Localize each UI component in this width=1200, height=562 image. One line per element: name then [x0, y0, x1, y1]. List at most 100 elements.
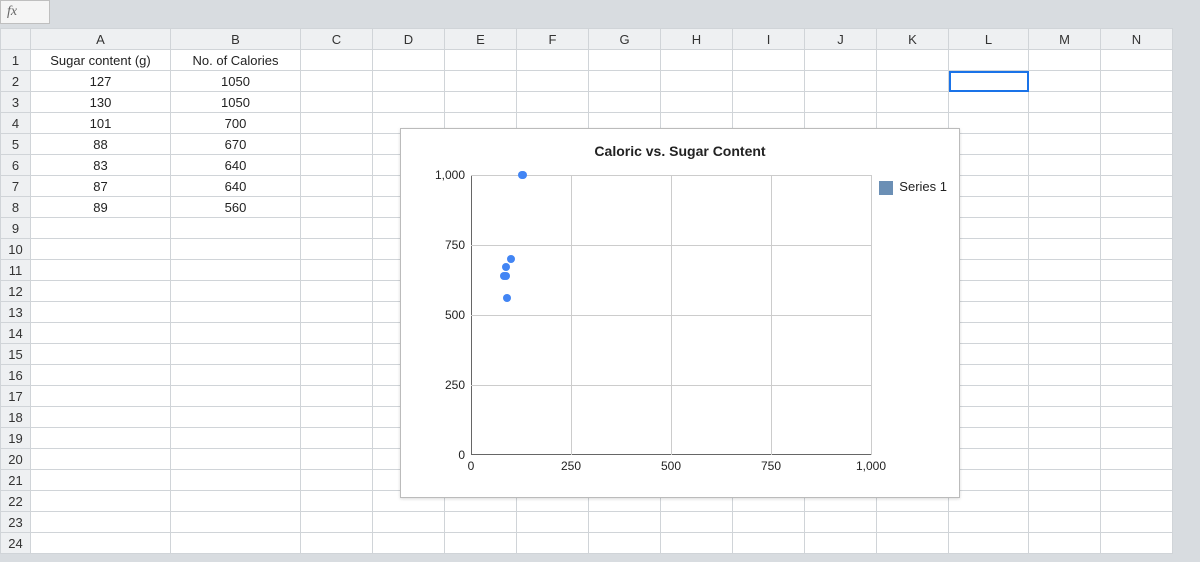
cell-M21[interactable]	[1029, 470, 1101, 491]
cell-L5[interactable]	[949, 134, 1029, 155]
cell-B11[interactable]	[171, 260, 301, 281]
row-header-19[interactable]: 19	[1, 428, 31, 449]
row-header-4[interactable]: 4	[1, 113, 31, 134]
cell-B24[interactable]	[171, 533, 301, 554]
cell-A12[interactable]	[31, 281, 171, 302]
cell-N13[interactable]	[1101, 302, 1173, 323]
cell-C13[interactable]	[301, 302, 373, 323]
row-header-11[interactable]: 11	[1, 260, 31, 281]
cell-J24[interactable]	[805, 533, 877, 554]
column-header-K[interactable]: K	[877, 29, 949, 50]
cell-C9[interactable]	[301, 218, 373, 239]
cell-A23[interactable]	[31, 512, 171, 533]
cell-F24[interactable]	[517, 533, 589, 554]
cell-A18[interactable]	[31, 407, 171, 428]
cell-L20[interactable]	[949, 449, 1029, 470]
cell-B19[interactable]	[171, 428, 301, 449]
cell-C22[interactable]	[301, 491, 373, 512]
cell-N5[interactable]	[1101, 134, 1173, 155]
cell-B14[interactable]	[171, 323, 301, 344]
cell-L13[interactable]	[949, 302, 1029, 323]
row-header-14[interactable]: 14	[1, 323, 31, 344]
cell-B9[interactable]	[171, 218, 301, 239]
cell-D24[interactable]	[373, 533, 445, 554]
cell-C1[interactable]	[301, 50, 373, 71]
cell-H3[interactable]	[661, 92, 733, 113]
cell-B15[interactable]	[171, 344, 301, 365]
cell-C12[interactable]	[301, 281, 373, 302]
cell-A11[interactable]	[31, 260, 171, 281]
cell-B23[interactable]	[171, 512, 301, 533]
cell-J3[interactable]	[805, 92, 877, 113]
cell-J2[interactable]	[805, 71, 877, 92]
cell-M7[interactable]	[1029, 176, 1101, 197]
cell-C15[interactable]	[301, 344, 373, 365]
cell-A4[interactable]: 101	[31, 113, 171, 134]
row-header-12[interactable]: 12	[1, 281, 31, 302]
cell-A6[interactable]: 83	[31, 155, 171, 176]
cell-C20[interactable]	[301, 449, 373, 470]
cell-C6[interactable]	[301, 155, 373, 176]
cell-L4[interactable]	[949, 113, 1029, 134]
cell-I2[interactable]	[733, 71, 805, 92]
cell-B8[interactable]: 560	[171, 197, 301, 218]
corner-cell[interactable]	[1, 29, 31, 50]
cell-L17[interactable]	[949, 386, 1029, 407]
cell-F2[interactable]	[517, 71, 589, 92]
cell-N12[interactable]	[1101, 281, 1173, 302]
cell-E2[interactable]	[445, 71, 517, 92]
row-header-1[interactable]: 1	[1, 50, 31, 71]
cell-C21[interactable]	[301, 470, 373, 491]
cell-B21[interactable]	[171, 470, 301, 491]
cell-M17[interactable]	[1029, 386, 1101, 407]
cell-B20[interactable]	[171, 449, 301, 470]
cell-E3[interactable]	[445, 92, 517, 113]
cell-M6[interactable]	[1029, 155, 1101, 176]
cell-L7[interactable]	[949, 176, 1029, 197]
cell-N11[interactable]	[1101, 260, 1173, 281]
cell-M23[interactable]	[1029, 512, 1101, 533]
cell-C10[interactable]	[301, 239, 373, 260]
cell-L12[interactable]	[949, 281, 1029, 302]
cell-N19[interactable]	[1101, 428, 1173, 449]
cell-A8[interactable]: 89	[31, 197, 171, 218]
cell-N22[interactable]	[1101, 491, 1173, 512]
cell-B7[interactable]: 640	[171, 176, 301, 197]
cell-A21[interactable]	[31, 470, 171, 491]
cell-N9[interactable]	[1101, 218, 1173, 239]
cell-L10[interactable]	[949, 239, 1029, 260]
cell-M16[interactable]	[1029, 365, 1101, 386]
column-header-E[interactable]: E	[445, 29, 517, 50]
cell-L11[interactable]	[949, 260, 1029, 281]
row-header-18[interactable]: 18	[1, 407, 31, 428]
cell-N16[interactable]	[1101, 365, 1173, 386]
cell-L19[interactable]	[949, 428, 1029, 449]
cell-B2[interactable]: 1050	[171, 71, 301, 92]
cell-M10[interactable]	[1029, 239, 1101, 260]
cell-C14[interactable]	[301, 323, 373, 344]
cell-C5[interactable]	[301, 134, 373, 155]
cell-M22[interactable]	[1029, 491, 1101, 512]
cell-N6[interactable]	[1101, 155, 1173, 176]
cell-M4[interactable]	[1029, 113, 1101, 134]
cell-N3[interactable]	[1101, 92, 1173, 113]
cell-B3[interactable]: 1050	[171, 92, 301, 113]
cell-N2[interactable]	[1101, 71, 1173, 92]
cell-M15[interactable]	[1029, 344, 1101, 365]
cell-L24[interactable]	[949, 533, 1029, 554]
column-header-L[interactable]: L	[949, 29, 1029, 50]
cell-A3[interactable]: 130	[31, 92, 171, 113]
cell-M14[interactable]	[1029, 323, 1101, 344]
cell-K24[interactable]	[877, 533, 949, 554]
cell-C4[interactable]	[301, 113, 373, 134]
cell-C17[interactable]	[301, 386, 373, 407]
cell-M5[interactable]	[1029, 134, 1101, 155]
column-header-D[interactable]: D	[373, 29, 445, 50]
cell-L9[interactable]	[949, 218, 1029, 239]
column-header-B[interactable]: B	[171, 29, 301, 50]
cell-G1[interactable]	[589, 50, 661, 71]
cell-N8[interactable]	[1101, 197, 1173, 218]
cell-M18[interactable]	[1029, 407, 1101, 428]
column-header-H[interactable]: H	[661, 29, 733, 50]
cell-H23[interactable]	[661, 512, 733, 533]
